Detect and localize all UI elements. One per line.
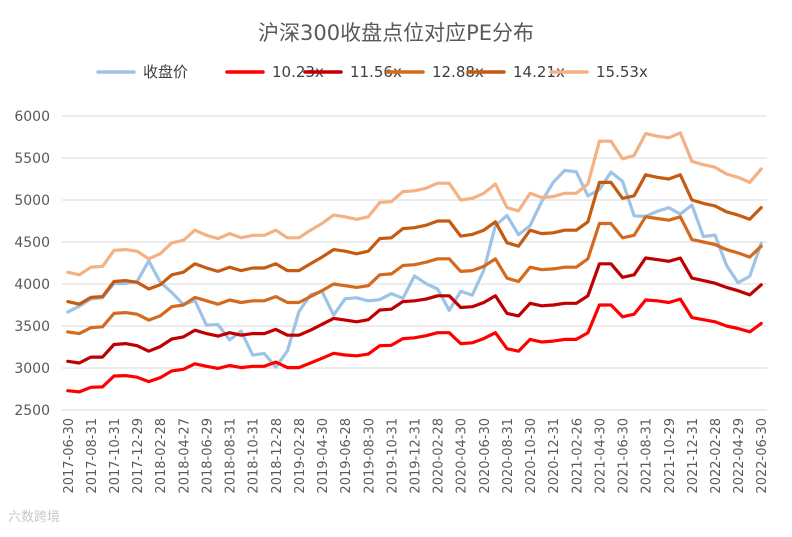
x-tick-label: 2022-04-29 bbox=[732, 418, 747, 494]
x-tick-label: 2021-04-30 bbox=[593, 418, 608, 494]
y-tick-label: 5500 bbox=[14, 151, 50, 167]
x-tick-label: 2019-02-28 bbox=[293, 418, 308, 494]
x-tick-label: 2022-02-28 bbox=[709, 418, 724, 494]
y-axis: 2500 3000 3500 4000 4500 5000 5500 6000 bbox=[14, 109, 50, 419]
x-tick-label: 2019-06-28 bbox=[339, 418, 354, 494]
x-tick-label: 2018-02-28 bbox=[154, 418, 169, 494]
y-tick-label: 3000 bbox=[14, 361, 50, 377]
x-axis: 2017-06-30 2017-08-31 2017-10-31 2017-12-29… bbox=[62, 418, 770, 494]
x-tick-label: 2021-08-31 bbox=[640, 418, 655, 494]
x-tick-label: 2018-10-31 bbox=[247, 418, 262, 494]
x-tick-label: 2017-08-31 bbox=[85, 418, 100, 494]
x-tick-label: 2019-10-31 bbox=[385, 418, 400, 494]
x-tick-label: 2021-10-29 bbox=[663, 418, 678, 494]
legend-label: 收盘价 bbox=[143, 63, 188, 81]
x-tick-label: 2020-12-31 bbox=[547, 418, 562, 494]
x-tick-label: 2019-12-31 bbox=[409, 418, 424, 494]
x-tick-label: 2020-04-30 bbox=[455, 418, 470, 494]
x-tick-label: 2020-10-30 bbox=[524, 418, 539, 494]
y-tick-label: 6000 bbox=[14, 109, 50, 125]
series-line-5 bbox=[66, 131, 763, 277]
y-tick-label: 5000 bbox=[14, 193, 50, 209]
legend-label: 15.53x bbox=[596, 63, 648, 81]
y-tick-label: 4000 bbox=[14, 277, 50, 293]
x-tick-label: 2019-08-30 bbox=[362, 418, 377, 494]
legend-label: 14.21x bbox=[513, 63, 565, 81]
x-tick-label: 2018-06-29 bbox=[200, 418, 215, 494]
grid-lines bbox=[62, 115, 767, 411]
x-tick-label: 2017-10-31 bbox=[108, 418, 123, 494]
x-tick-label: 2017-06-30 bbox=[62, 418, 77, 494]
x-tick-label: 2018-12-28 bbox=[270, 418, 285, 494]
x-tick-label: 2021-02-26 bbox=[570, 418, 585, 494]
x-tick-label: 2021-06-30 bbox=[617, 418, 632, 494]
series-line-3 bbox=[66, 215, 763, 336]
y-tick-label: 4500 bbox=[14, 235, 50, 251]
x-tick-label: 2022-06-30 bbox=[755, 418, 770, 494]
x-tick-label: 2019-04-30 bbox=[316, 418, 331, 494]
x-tick-label: 2020-08-31 bbox=[501, 418, 516, 494]
y-tick-label: 3500 bbox=[14, 319, 50, 335]
series-line-4 bbox=[66, 173, 763, 306]
x-tick-label: 2017-12-29 bbox=[131, 418, 146, 494]
x-tick-label: 2021-12-31 bbox=[686, 418, 701, 494]
legend-label: 11.56x bbox=[350, 63, 402, 81]
x-tick-label: 2020-02-28 bbox=[432, 418, 447, 494]
y-tick-label: 2500 bbox=[14, 403, 50, 419]
series-group bbox=[66, 131, 763, 394]
legend-label: 10.23x bbox=[272, 63, 324, 81]
chart-title: 沪深300收盘点位对应PE分布 bbox=[258, 21, 534, 45]
series-line-1 bbox=[66, 297, 763, 394]
x-tick-label: 2018-08-31 bbox=[224, 418, 239, 494]
watermark: 六数跨境 bbox=[8, 510, 61, 525]
legend: 收盘价 10.23x 11.56x 12.88x 14.21x 15.53x bbox=[96, 63, 648, 81]
series-line-2 bbox=[66, 256, 763, 365]
legend-label: 12.88x bbox=[432, 63, 484, 81]
x-tick-label: 2018-04-27 bbox=[177, 418, 192, 494]
x-tick-label: 2020-06-30 bbox=[478, 418, 493, 494]
